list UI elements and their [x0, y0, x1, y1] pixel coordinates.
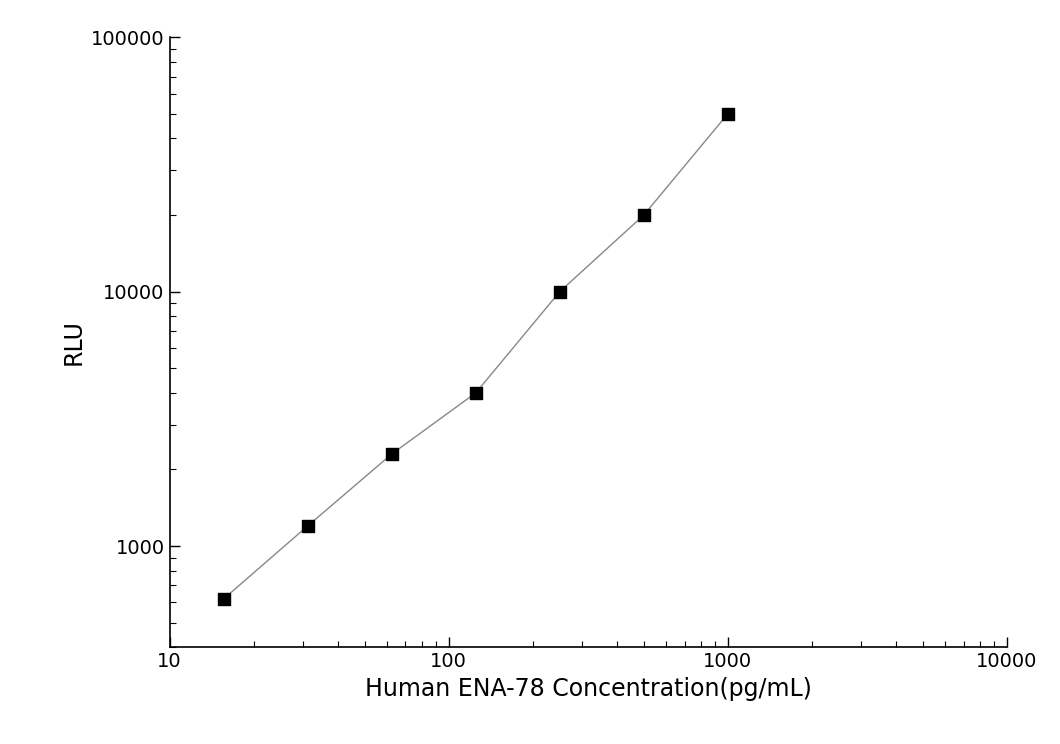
Point	[720, 108, 737, 120]
Point	[384, 448, 401, 460]
X-axis label: Human ENA-78 Concentration(pg/mL): Human ENA-78 Concentration(pg/mL)	[365, 677, 812, 701]
Y-axis label: RLU: RLU	[61, 319, 86, 365]
Point	[551, 286, 568, 298]
Point	[467, 387, 484, 399]
Point	[299, 520, 316, 532]
Point	[215, 593, 232, 605]
Point	[635, 209, 652, 221]
